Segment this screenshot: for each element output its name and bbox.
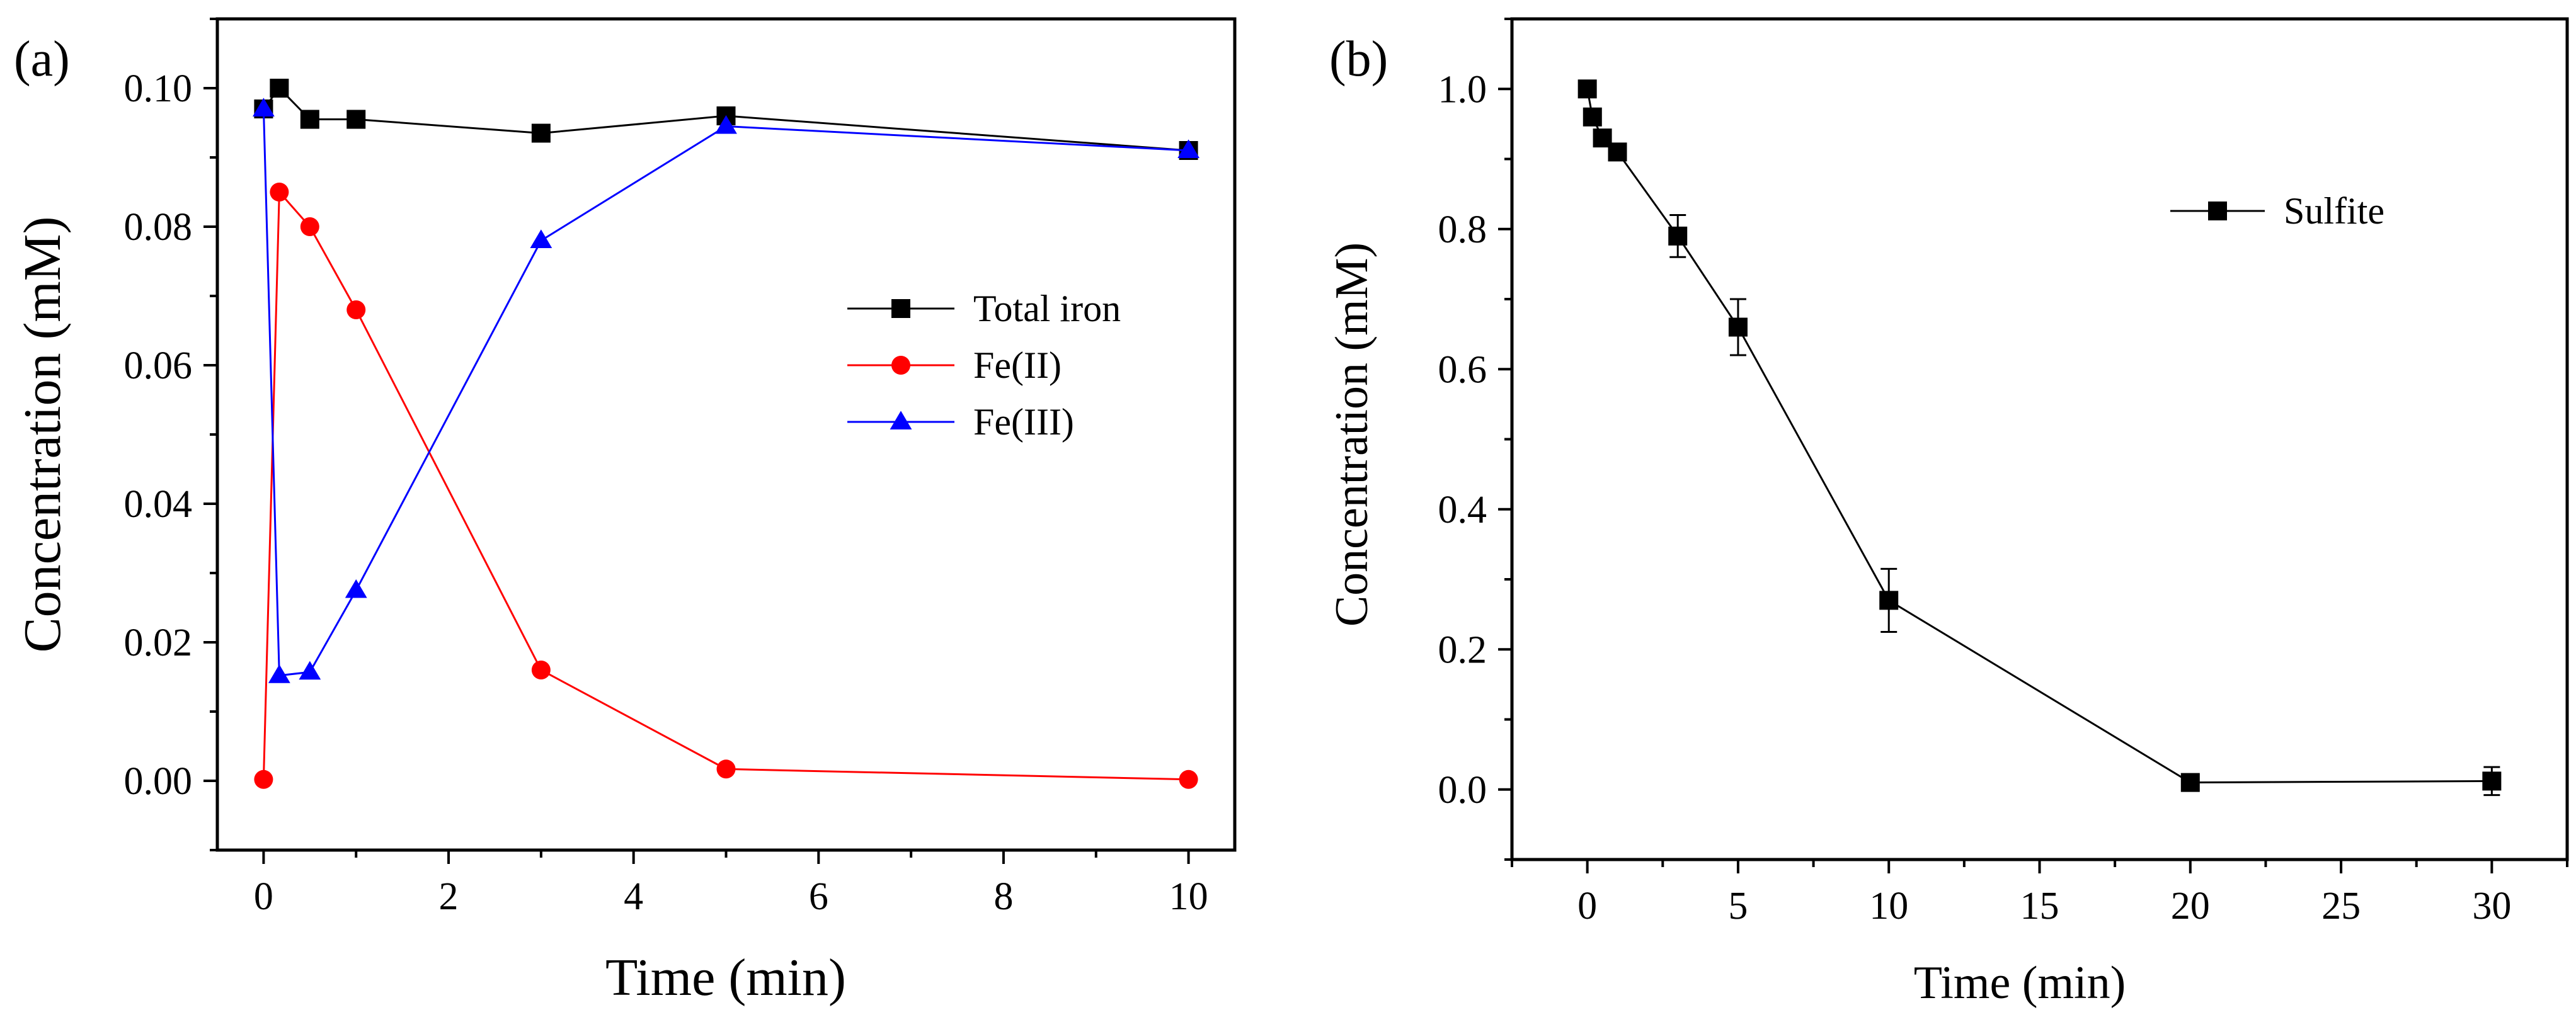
data-point [1608, 142, 1627, 162]
plot-frame-a [215, 17, 1237, 852]
data-point [1583, 107, 1602, 127]
legend-label: Fe(II) [973, 344, 1062, 386]
legend-marker [890, 411, 912, 429]
data-point [300, 110, 319, 129]
x-tick-label: 6 [809, 875, 828, 918]
data-point [531, 661, 551, 679]
y-tick-label: 0.10 [124, 67, 193, 110]
y-tick-label: 0.2 [1438, 628, 1487, 671]
panel-a: (a) 0 2 4 6 8 10 0.00 0.02 0.04 0.06 0.08 0.10 Time… [13, 17, 1237, 1007]
data-point [716, 759, 736, 779]
data-point [268, 664, 290, 683]
y-tick-label: 0.4 [1438, 489, 1487, 531]
y-tick-label: 0.06 [124, 344, 193, 387]
legend-a: Total iron Fe(II) Fe(III) [847, 288, 1121, 443]
x-tick-label: 8 [993, 875, 1013, 918]
y-tick-label: 0.6 [1438, 348, 1487, 391]
data-point [715, 115, 737, 134]
x-tick-label: 2 [439, 875, 459, 918]
x-tick-label: 15 [2020, 885, 2059, 928]
plot-frame-b [1510, 17, 2569, 861]
y-axis-title-b: Concentration (mM) [1326, 242, 1378, 627]
legend-marker [891, 356, 910, 375]
y-tick-label: 0.8 [1438, 208, 1487, 251]
x-tick-label: 0 [1577, 885, 1597, 928]
data-point [530, 229, 552, 248]
x-tick-label: 10 [1869, 885, 1908, 928]
data-point [531, 123, 551, 143]
series-a [253, 79, 1199, 789]
x-tick-label: 30 [2472, 885, 2511, 928]
y-tick-label: 0.00 [124, 760, 193, 803]
legend-item: Fe(II) [847, 344, 1062, 386]
data-point [346, 110, 366, 129]
data-point [270, 183, 289, 202]
ticks-b: 0 5 10 15 20 25 30 0.0 0.2 0.4 0.6 0.8 1.0 [1438, 18, 2568, 928]
y-tick-label: 0.04 [124, 483, 193, 526]
data-point [1728, 317, 1748, 337]
y-tick-label: 0.08 [124, 206, 193, 249]
data-point [1179, 769, 1198, 789]
data-point [300, 217, 319, 236]
x-axis-title-a: Time (min) [605, 948, 846, 1007]
x-axis-title-b: Time (min) [1914, 957, 2126, 1009]
panel-label-a: (a) [14, 31, 70, 87]
legend-marker [891, 299, 910, 318]
x-tick-label: 4 [624, 875, 643, 918]
data-point [253, 98, 275, 116]
data-point [299, 661, 321, 680]
y-tick-label: 1.0 [1438, 68, 1487, 111]
legend-b: Sulfite [2170, 190, 2384, 232]
ticks-a: 0 2 4 6 8 10 0.00 0.02 0.04 0.06 0.08 0.10 [124, 18, 1208, 918]
data-point [345, 579, 367, 598]
y-tick-label: 0.0 [1438, 769, 1487, 812]
legend-item: Total iron [847, 288, 1121, 329]
series-line [262, 190, 1189, 781]
x-tick-label: 10 [1169, 875, 1208, 918]
x-tick-label: 20 [2171, 885, 2210, 928]
data-point [1577, 79, 1597, 99]
legend-label: Sulfite [2284, 190, 2384, 232]
legend-label: Total iron [973, 288, 1121, 329]
legend-item: Fe(III) [847, 401, 1074, 443]
x-tick-label: 5 [1728, 885, 1748, 928]
data-point [2180, 773, 2200, 792]
y-axis-title-a: Concentration (mM) [13, 217, 72, 653]
data-point [1177, 139, 1199, 158]
legend-marker [2208, 202, 2227, 220]
series-line [262, 108, 1189, 677]
panel-label-b: (b) [1329, 31, 1388, 87]
series-b [1577, 79, 2502, 797]
legend-label: Fe(III) [973, 401, 1074, 443]
panel-b: (b) 0 5 10 15 20 25 30 0.0 0.2 0.4 0.6 0.8 1.0 Time … [1326, 17, 2569, 1009]
legend-item: Sulfite [2170, 190, 2384, 232]
data-point [346, 300, 366, 319]
y-tick-label: 0.02 [124, 622, 193, 664]
data-point [1879, 591, 1899, 610]
data-point [1668, 226, 1688, 246]
x-tick-label: 25 [2321, 885, 2361, 928]
data-point [2482, 771, 2502, 791]
data-point [254, 769, 273, 789]
x-tick-label: 0 [254, 875, 273, 918]
data-point [270, 79, 289, 98]
